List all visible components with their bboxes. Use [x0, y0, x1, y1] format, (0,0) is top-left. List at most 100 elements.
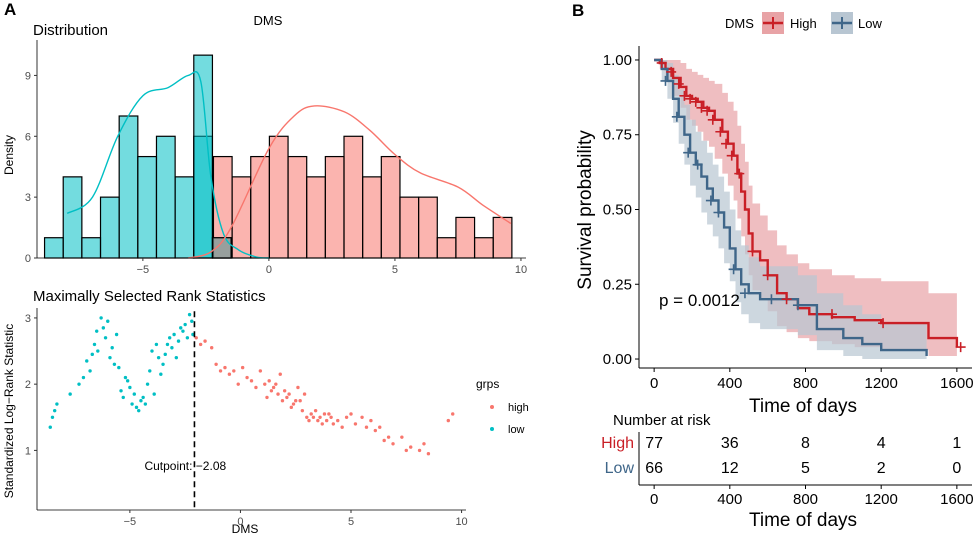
scatter-point-low	[121, 395, 125, 400]
scatter-point-high	[280, 399, 285, 403]
scatter-point-high	[451, 412, 455, 416]
risk-x-tick-label: 1200	[864, 491, 897, 508]
km-censor-mark-low	[792, 300, 803, 311]
scatter-point-low	[119, 389, 123, 393]
km-xlabel: Time of days	[749, 396, 857, 417]
scatter-point-high	[309, 412, 313, 416]
legend-low-marker	[490, 427, 494, 431]
hist-bar-high	[418, 196, 438, 259]
scatter-point-low	[165, 342, 170, 347]
km-censor-mark-high	[707, 114, 718, 125]
km-censor-mark-high	[666, 66, 677, 77]
km-censor-mark-high	[734, 168, 745, 179]
hist-bar-high	[306, 176, 326, 259]
legend-low-label: low	[508, 424, 525, 436]
scatter-point-high	[254, 385, 258, 390]
scatter-point-low	[101, 326, 106, 330]
km-censor-mark-high	[878, 318, 889, 329]
km-censor-mark-low	[660, 75, 671, 86]
scatter-point-low	[110, 346, 114, 350]
distribution-y-tick-label: 9	[25, 70, 31, 82]
scatter-point-high	[194, 336, 198, 340]
maxstat-y-tick-label: 2	[25, 379, 31, 391]
km-x-tick-label: 1600	[940, 375, 973, 392]
risk-cell-low: 2	[877, 460, 886, 477]
scatter-point-low	[152, 392, 156, 396]
risk-x-tick-label: 400	[717, 491, 742, 508]
scatter-point-high	[313, 408, 318, 413]
hist-bar-high	[399, 196, 420, 259]
distribution-x-tick-label: 10	[515, 264, 527, 276]
legend-high-marker	[490, 405, 494, 409]
km-legend-high-label: High	[790, 16, 817, 31]
distribution-title: Distribution	[33, 22, 108, 39]
distribution-y-tick-label: 3	[25, 192, 31, 204]
density-curve-low	[66, 71, 269, 259]
scatter-point-low	[95, 329, 99, 333]
maxstat-xlabel: DMS	[232, 522, 259, 536]
scatter-point-high	[227, 372, 232, 376]
hist-bar-low	[193, 54, 214, 259]
scatter-point-low	[159, 372, 163, 376]
km-legend-title: DMS	[725, 16, 754, 31]
km-censor-mark-high	[762, 270, 773, 281]
scatter-point-low	[128, 385, 132, 390]
km-censor-mark-low	[766, 294, 777, 305]
scatter-point-low	[137, 408, 141, 413]
scatter-point-low	[156, 355, 161, 360]
maxstat-y-tick-label: 3	[25, 313, 31, 325]
density-curve-high	[188, 105, 512, 259]
km-censor-mark-high	[826, 309, 837, 320]
km-censor-mark-low	[671, 111, 682, 122]
km-censor-mark-high	[685, 93, 696, 104]
scatter-point-high	[422, 442, 426, 446]
scatter-point-high	[329, 415, 333, 419]
scatter-point-high	[218, 369, 223, 373]
panel-b-label: B	[572, 1, 584, 20]
km-censor-mark-high	[747, 246, 758, 257]
distribution-chart: DMS Distribution Density 0 3 6 9 −5 0 5 10	[2, 13, 527, 276]
scatter-point-low	[108, 355, 112, 360]
distribution-ylabel: Density	[2, 135, 16, 175]
hist-bar-high	[436, 237, 457, 259]
scatter-point-low	[174, 355, 179, 360]
km-censor-mark-high	[715, 126, 726, 137]
km-censor-mark-low	[739, 288, 750, 299]
scatter-point-high	[223, 365, 227, 370]
scatter-point-low	[170, 346, 174, 350]
risk-cell-low: 66	[645, 460, 663, 477]
km-ylabel: Survival probability	[575, 130, 596, 290]
maxstat-x-tick-label: 5	[348, 516, 354, 528]
hist-bar-low	[174, 176, 195, 259]
scatter-point-low	[103, 336, 108, 340]
risk-x-tick-label: 1600	[940, 491, 973, 508]
risk-cell-high: 4	[877, 435, 886, 452]
scatter-point-low	[125, 379, 130, 383]
km-censor-mark-low	[705, 195, 716, 206]
legend-high-label: high	[508, 402, 529, 414]
scatter-point-low	[145, 382, 150, 386]
scatter-point-low	[187, 312, 192, 317]
scatter-point-high	[382, 438, 386, 443]
maxstat-y-tick-label: 1	[25, 445, 31, 457]
scatter-point-high	[426, 452, 431, 456]
scatter-point-high	[289, 405, 294, 410]
scatter-point-low	[68, 392, 72, 396]
km-censor-mark-high	[781, 294, 792, 305]
km-x-tick-label: 1200	[864, 375, 897, 392]
scatter-point-high	[360, 415, 364, 419]
km-ci-band-high	[654, 60, 957, 359]
scatter-point-low	[181, 329, 185, 333]
scatter-point-high	[316, 418, 320, 423]
pvalue-label: p = 0.0012	[659, 291, 740, 310]
scatter-point-low	[148, 369, 152, 373]
scatter-point-low	[114, 332, 119, 337]
hist-bar-low	[99, 196, 120, 259]
scatter-point-high	[198, 342, 203, 347]
km-curve-low	[654, 58, 928, 356]
scatter-point-high	[344, 415, 349, 419]
scatter-point-low	[176, 339, 181, 343]
scatter-point-high	[291, 402, 296, 406]
scatter-point-high	[271, 385, 276, 390]
scatter-point-low	[117, 365, 121, 370]
